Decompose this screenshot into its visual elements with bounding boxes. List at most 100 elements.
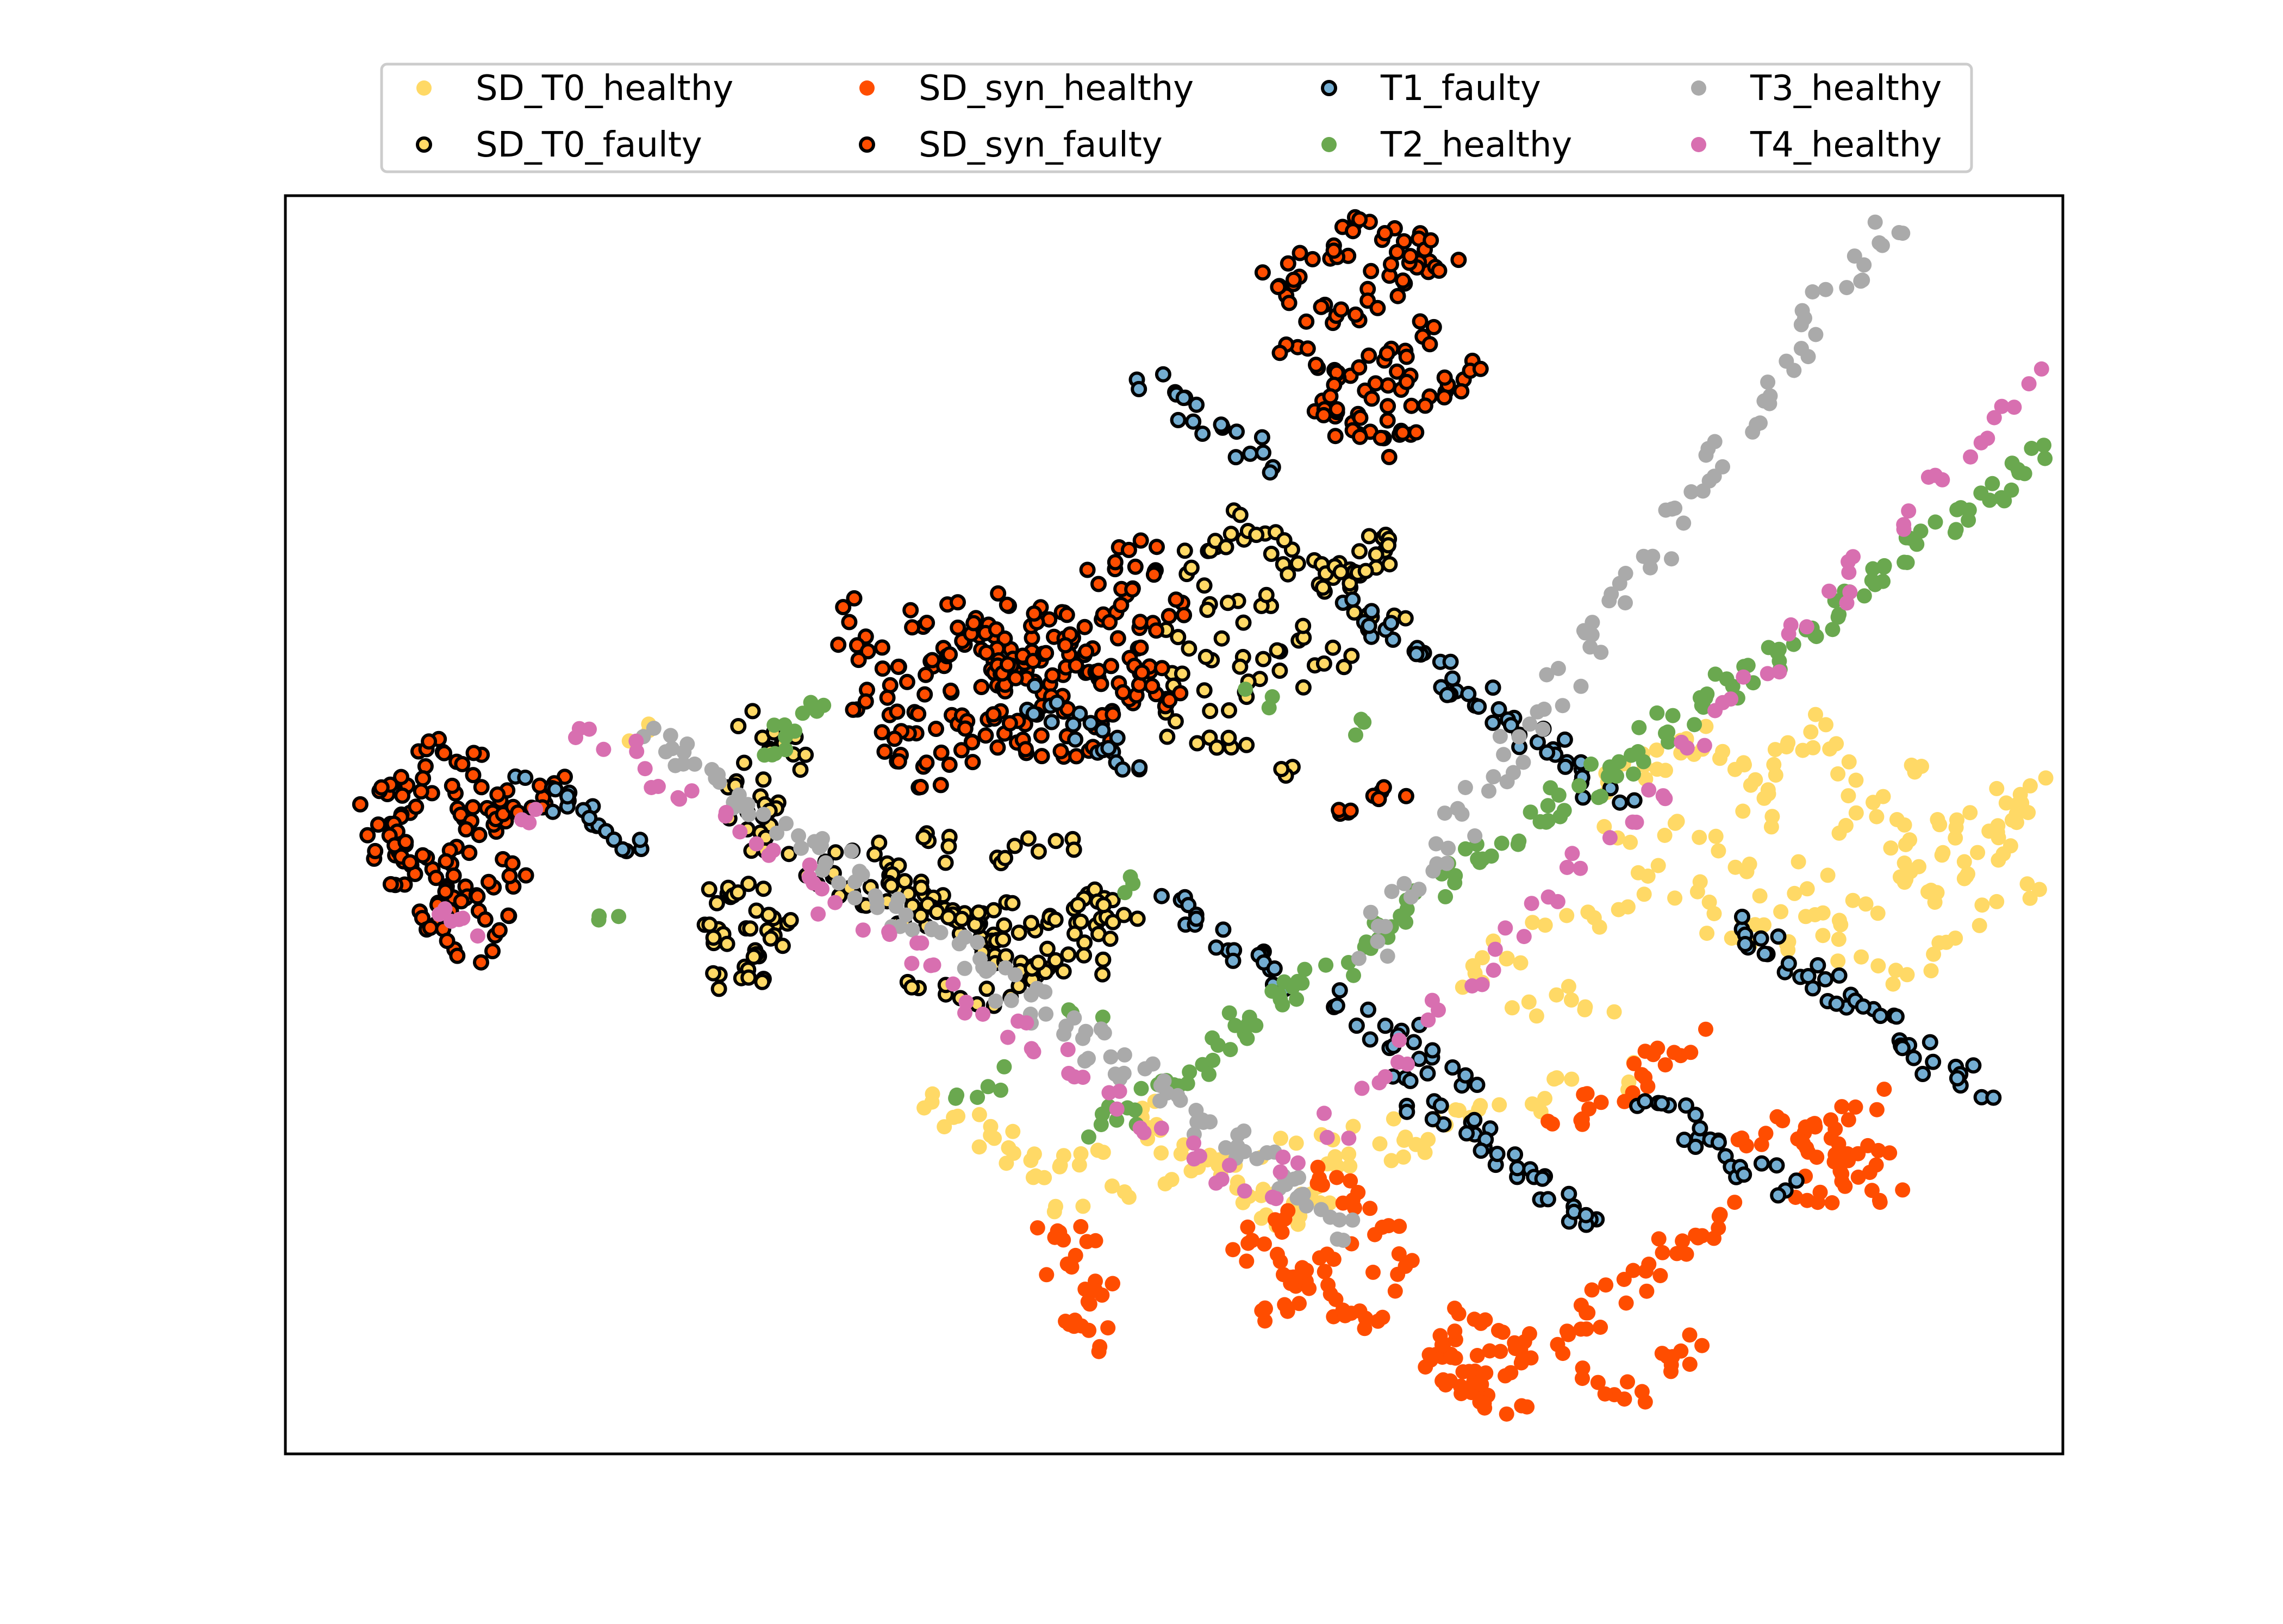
point-SD_T0_healthy [1799,881,1815,897]
point-SD_T0_faulty [710,980,727,997]
point-T1_faulty [1768,1157,1785,1174]
point-SD_T0_faulty [1220,595,1236,611]
point-T1_faulty [517,770,534,786]
legend-marker-SD_syn_healthy [859,80,875,96]
point-T2_healthy [1261,700,1277,716]
point-SD_T0_healthy [1870,958,1886,974]
point-T3_healthy [1779,353,1794,369]
point-SD_T0_faulty [827,844,844,861]
point-SD_T0_healthy [1935,845,1951,860]
point-SD_syn_faulty [382,876,399,892]
point-SD_syn_faulty [978,645,995,661]
point-T1_faulty [1831,967,1848,984]
point-T3_healthy [1450,801,1465,816]
point-SD_T0_healthy [1962,805,1978,821]
point-SD_T0_faulty [1072,913,1089,930]
point-SD_T0_healthy [1657,828,1673,843]
point-T2_healthy [1201,1066,1217,1082]
point-SD_syn_faulty [902,602,919,619]
point-T2_healthy [1909,536,1925,552]
point-T1_faulty [1253,429,1270,446]
point-SD_syn_faulty [1076,619,1093,635]
point-SD_syn_healthy [1418,1359,1433,1375]
point-T2_healthy [1133,1080,1149,1096]
point-SD_syn_faulty [1280,255,1296,272]
point-SD_T0_healthy [1689,884,1705,900]
series-T1_faulty [507,366,2002,1233]
point-T1_faulty [1654,1095,1670,1112]
point-T2_healthy [1393,908,1408,924]
point-T3_healthy [1683,484,1699,499]
point-SD_syn_healthy [1573,1113,1589,1128]
point-T3_healthy [1137,1061,1153,1077]
point-SD_T0_healthy [1807,907,1823,922]
point-T2_healthy [1897,554,1912,570]
point-T4_healthy [1736,669,1751,685]
point-T3_healthy [869,893,884,909]
point-SD_syn_healthy [1100,1320,1116,1336]
point-T3_healthy [1805,284,1820,299]
point-SD_syn_faulty [1038,645,1055,661]
point-SD_syn_faulty [1052,743,1069,760]
point-SD_syn_faulty [1431,263,1448,279]
point-T1_faulty [1424,1042,1441,1059]
point-SD_syn_faulty [454,755,471,772]
point-SD_T0_faulty [1295,679,1312,696]
series-T3_healthy [635,214,1911,1248]
point-T2_healthy [1290,973,1306,989]
point-SD_T0_healthy [1773,904,1789,920]
point-SD_syn_faulty [1472,360,1489,377]
point-SD_syn_faulty [473,954,489,971]
point-SD_syn_faulty [886,730,903,747]
point-T1_faulty [1082,715,1099,732]
point-T2_healthy [1856,588,1872,604]
point-SD_syn_healthy [1315,1177,1330,1193]
point-SD_syn_faulty [874,639,890,656]
point-T4_healthy [528,802,544,817]
point-T4_healthy [1641,782,1657,798]
point-T1_faulty [1155,366,1171,383]
legend-label-T1_faulty: T1_faulty [1380,68,1541,109]
point-T1_faulty [1255,444,1271,461]
point-SD_syn_faulty [413,783,429,800]
point-SD_T0_healthy [1929,885,1945,901]
point-SD_T0_healthy [1815,928,1831,944]
series-T4_healthy [432,361,2049,1207]
point-T4_healthy [1973,435,1989,451]
point-SD_syn_healthy [1443,1373,1458,1389]
point-SD_T0_healthy [2022,778,2038,794]
point-SD_syn_faulty [1389,363,1405,380]
point-SD_syn_healthy [1073,1219,1089,1234]
legend-label-SD_T0_healthy: SD_T0_healthy [476,68,733,109]
point-T2_healthy [996,1059,1012,1075]
point-SD_syn_faulty [438,853,454,870]
point-SD_T0_faulty [995,931,1012,948]
point-SD_T0_healthy [1883,840,1899,856]
point-SD_T0_healthy [1650,858,1666,873]
point-T4_healthy [1559,860,1575,875]
point-T1_faulty [1419,1065,1436,1082]
point-SD_T0_healthy [1948,930,1963,946]
point-T4_healthy [1696,738,1712,753]
point-SD_syn_healthy [1239,1253,1255,1269]
point-SD_T0_faulty [1235,614,1252,631]
point-T3_healthy [1643,560,1658,576]
point-SD_T0_healthy [1408,1136,1424,1152]
point-T4_healthy [810,906,826,922]
point-T4_healthy [802,857,818,873]
point-SD_T0_faulty [708,895,725,911]
point-SD_T0_faulty [1196,682,1213,699]
point-T1_faulty [1188,910,1205,927]
point-SD_syn_faulty [1345,223,1361,240]
point-SD_syn_faulty [1376,225,1393,241]
point-T1_faulty [1529,734,1546,751]
point-SD_T0_healthy [1752,888,1768,904]
point-T1_faulty [614,841,631,858]
point-SD_syn_healthy [1682,1327,1698,1343]
point-T1_faulty [1965,1057,1982,1074]
point-T2_healthy [1630,744,1646,759]
point-SD_T0_faulty [1181,640,1197,657]
point-T1_faulty [1213,416,1230,433]
point-SD_T0_faulty [1218,539,1234,555]
point-T3_healthy [1492,729,1508,744]
